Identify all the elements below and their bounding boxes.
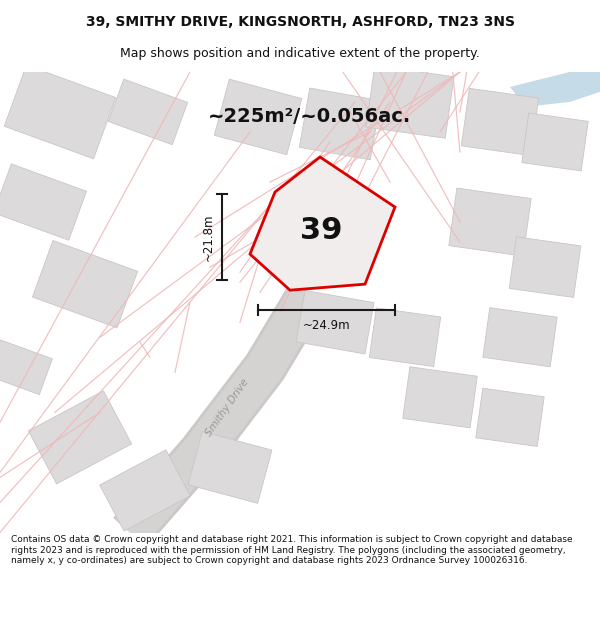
Polygon shape bbox=[100, 450, 190, 531]
Polygon shape bbox=[0, 164, 86, 240]
Text: Smithy Drive: Smithy Drive bbox=[203, 377, 250, 438]
Text: Map shows position and indicative extent of the property.: Map shows position and indicative extent… bbox=[120, 48, 480, 61]
Text: 39, SMITHY DRIVE, KINGSNORTH, ASHFORD, TN23 3NS: 39, SMITHY DRIVE, KINGSNORTH, ASHFORD, T… bbox=[86, 14, 515, 29]
Text: Contains OS data © Crown copyright and database right 2021. This information is : Contains OS data © Crown copyright and d… bbox=[11, 535, 572, 565]
Polygon shape bbox=[370, 308, 440, 366]
Text: ~21.8m: ~21.8m bbox=[202, 213, 215, 261]
Text: ~24.9m: ~24.9m bbox=[302, 319, 350, 332]
Polygon shape bbox=[449, 188, 531, 256]
Polygon shape bbox=[476, 388, 544, 446]
Polygon shape bbox=[214, 79, 302, 155]
Polygon shape bbox=[510, 72, 600, 107]
Polygon shape bbox=[461, 88, 539, 156]
Polygon shape bbox=[32, 241, 137, 328]
Polygon shape bbox=[0, 340, 52, 394]
Polygon shape bbox=[109, 79, 188, 145]
Polygon shape bbox=[250, 157, 395, 290]
Polygon shape bbox=[4, 65, 116, 159]
Polygon shape bbox=[522, 113, 588, 171]
Polygon shape bbox=[188, 431, 272, 503]
Polygon shape bbox=[296, 291, 374, 354]
Polygon shape bbox=[483, 308, 557, 367]
Text: ~225m²/~0.056ac.: ~225m²/~0.056ac. bbox=[208, 107, 412, 126]
Text: 39: 39 bbox=[299, 216, 342, 245]
Polygon shape bbox=[509, 237, 581, 298]
Polygon shape bbox=[299, 88, 380, 160]
Polygon shape bbox=[28, 391, 131, 484]
Polygon shape bbox=[366, 66, 454, 138]
Polygon shape bbox=[403, 367, 477, 428]
